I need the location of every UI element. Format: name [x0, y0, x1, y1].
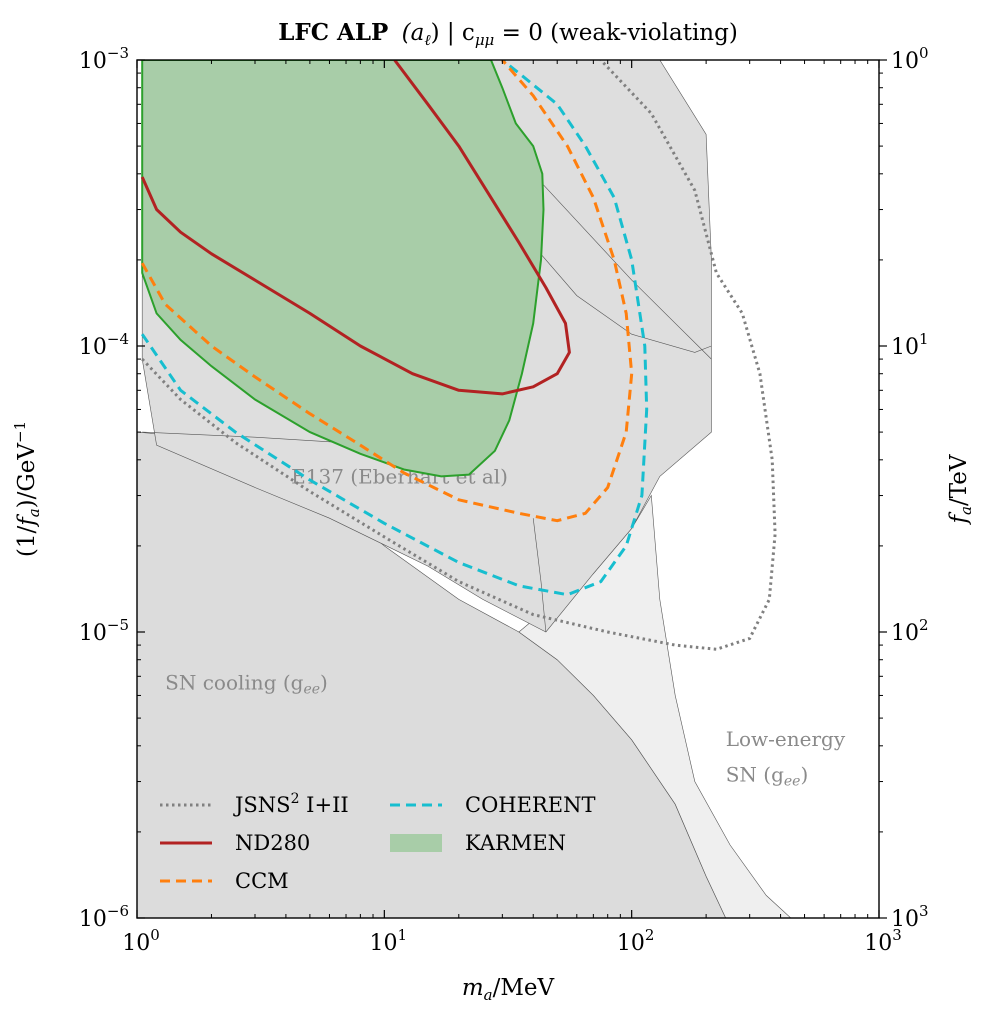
y2-tick-label: 102 — [891, 616, 929, 646]
x-tick-label: 102 — [617, 926, 655, 956]
legend-item-ccm: CCM — [160, 869, 289, 893]
series-jsns-i-ii — [141, 60, 777, 651]
x-tick-label: 103 — [864, 926, 902, 956]
chart-title: LFC ALP (aℓ) | cμμ = 0 (weak-violating) — [278, 19, 738, 49]
legend-item-karmen: KARMEN — [390, 831, 566, 855]
low-energy-sn-label-1: Low-energy — [726, 727, 846, 751]
x-tick-label: 100 — [122, 926, 160, 956]
e137-inner-line — [532, 518, 547, 633]
legend-label: KARMEN — [465, 831, 566, 855]
y-tick-label: 10−5 — [79, 616, 129, 646]
y-tick-label: 10−3 — [79, 44, 129, 74]
axis-ticks: 100 101 102 103 10−6 10−5 10−4 10−3 103 102 101 100 — [79, 44, 929, 956]
x-axis-label: ma/MeV — [462, 975, 555, 1004]
series-coherent — [140, 60, 649, 597]
series-nd280 — [140, 60, 571, 396]
y2-axis-label: fa/TeV — [946, 454, 975, 525]
y-axis-label: (1/fa)/GeV−1 — [11, 421, 43, 557]
y-tick-label: 10−4 — [79, 330, 129, 360]
y2-tick-label: 103 — [891, 902, 929, 932]
legend-label: CCM — [235, 869, 289, 893]
legend: JSNS2 I+II ND280 CCM COHERENT KARMEN — [160, 791, 595, 893]
y2-tick-label: 100 — [891, 44, 929, 74]
x-tick-label: 101 — [370, 926, 408, 956]
plot-frame — [136, 59, 880, 919]
legend-item-coherent: COHERENT — [390, 793, 595, 817]
legend-item-jsns-i-ii: JSNS2 I+II — [160, 791, 349, 817]
legend-swatch — [390, 834, 442, 852]
legend-label: COHERENT — [465, 793, 595, 817]
series-karmen — [141, 60, 545, 478]
low-energy-sn-label-2: SN (gee) — [726, 763, 809, 790]
sn-cooling-label: SN cooling (gee) — [165, 670, 328, 697]
y2-tick-label: 101 — [891, 330, 929, 360]
legend-item-nd280: ND280 — [160, 831, 310, 855]
series-ccm — [140, 60, 634, 523]
data-series — [140, 60, 777, 651]
legend-label: JSNS2 I+II — [233, 791, 349, 817]
legend-label: ND280 — [235, 831, 310, 855]
y-tick-label: 10−6 — [79, 902, 129, 932]
